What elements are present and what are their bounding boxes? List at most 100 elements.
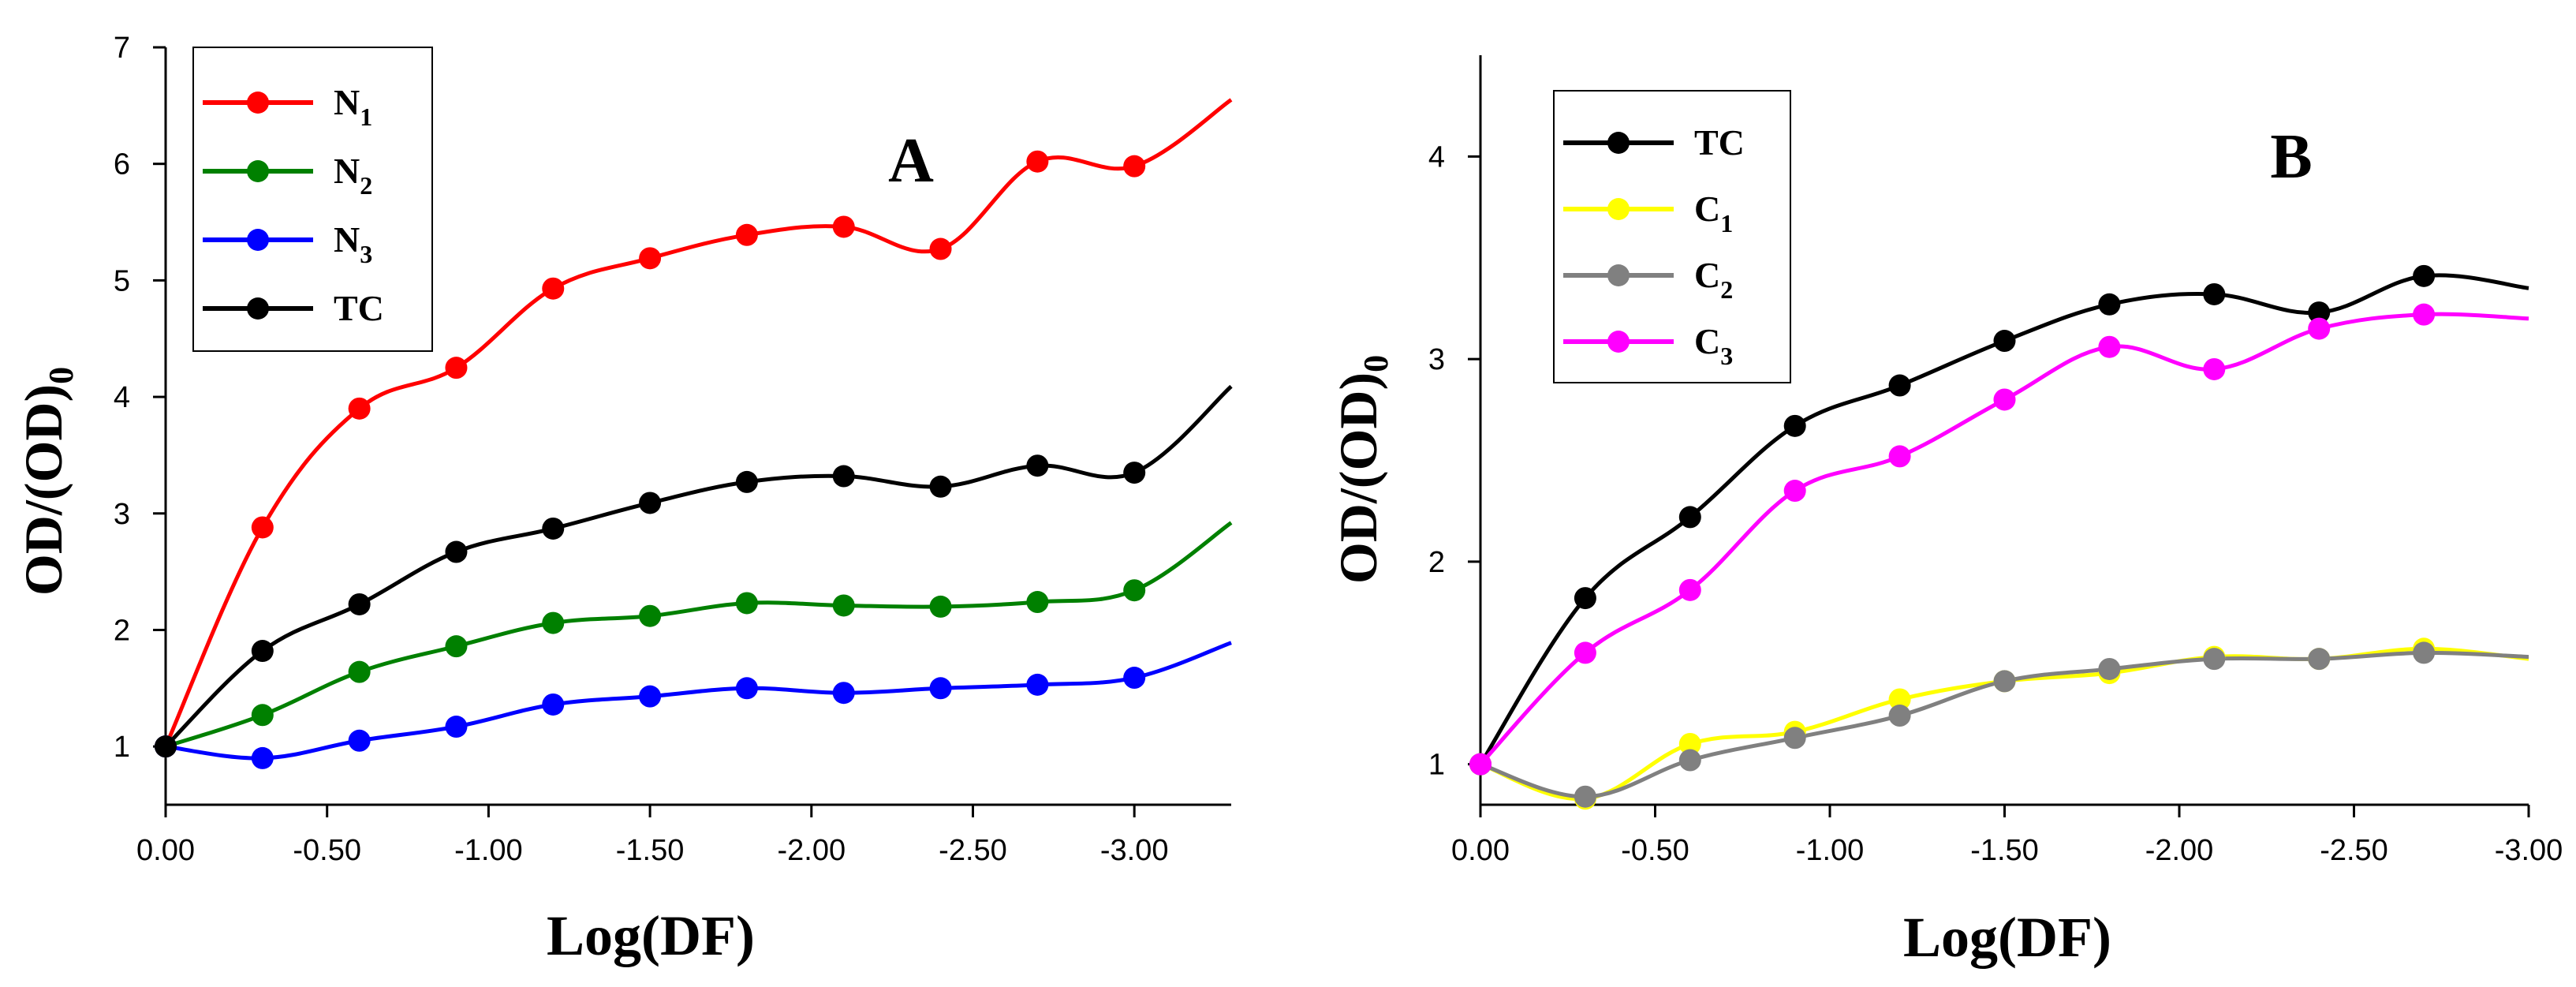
panel-b-legend-c2-label-main: C [1694,255,1720,295]
panel-b-y-tick-label: 1 [1428,749,1445,782]
panel-b-series-c3-point [1993,388,2016,411]
panel-b-series-c2-point [1678,749,1701,772]
panel-a-series-tc-point [445,540,468,563]
panel-b-x-tick-label: -3.00 [2495,834,2563,867]
panel-a-series-n2-point [251,704,274,727]
panel-b-x-tick-label: -0.50 [1621,834,1689,867]
panel-a-y-tick-label: 3 [114,498,130,531]
panel-b-legend-c2-swatch-marker [1607,264,1630,286]
panel-b-series-c2-point [2203,648,2226,671]
panel-a-x-axis-title: Log(DF) [547,904,755,967]
panel-b-series-c2-point [2098,657,2121,680]
panel-a-series-tc-point [348,593,371,615]
panel-a-x-tick-label: -3.00 [1100,834,1169,867]
panel-a-legend-n2-swatch-marker [247,160,269,182]
panel-b-x-tick-label: -1.00 [1796,834,1865,867]
panel-a-series-tc-point [1123,462,1146,484]
panel-b-legend-tc-label-main: TC [1694,122,1745,163]
panel-a-legend-tc-label: TC [334,288,384,328]
panel-a-x-tick-label: -2.00 [777,834,846,867]
panel-b-legend-box [1553,90,1791,383]
panel-b-series-tc-point [2203,282,2226,305]
panel-a-series-n2-point [542,611,565,634]
panel-a-series-n2-point [735,592,758,615]
panel-b-series-c2-point [1888,705,1911,727]
panel-b-series-c3-point [2098,335,2121,358]
panel-a-series-n2-line [165,521,1233,749]
panel-a-series-n1-point [639,247,662,270]
panel-b-x-tick-label: -2.00 [2145,834,2214,867]
panel-b-legend-tc-label: TC [1694,122,1745,163]
panel-b-series-c3-point [1888,445,1911,468]
panel-a-series-n2-point [1123,579,1146,602]
panel-a-series-n1-point [445,357,468,379]
panel-a-series-n3-point [445,716,468,738]
panel-a-y-tick-label: 1 [114,731,130,764]
panel-b-x-axis-title: Log(DF) [1903,906,2111,969]
panel-a-series-n1-point [832,215,855,238]
panel-b-series-tc-point [1888,374,1911,397]
panel-b: OD/(OD)0 Log(DF) 1 2 3 4 0.00 -0.50 -1.00 -1.50… [1328,55,2563,969]
panel-b-x-tick-label: -1.50 [1970,834,2039,867]
panel-a-x-tick-label: -1.50 [616,834,685,867]
panel-b-series-c3-point [1678,578,1701,601]
panel-b-series-tc-line [1478,273,2529,765]
panel-a-legend-tc-swatch-marker [247,297,269,320]
panel-a-plot-area: 1 2 3 4 5 6 7 0.00 -0.50 -1.00 -1.50 -2.00 -2.50 -3.0… [114,32,1233,867]
panel-b-series-tc-point [2098,293,2121,316]
panel-a-legend-n3-label-main: N [334,219,360,260]
panel-b-series-c3-point [2413,303,2436,326]
panel-a-series-n2-point [639,604,662,627]
panel-a-panel-label: A [888,126,934,196]
panel-a-y-tick-label: 5 [114,264,130,297]
panel-a-series-n3-point [1026,673,1049,696]
panel-b-y-axis-title: OD/(OD)0 [1328,355,1395,584]
panel-a-legend-n2-label-sub: 2 [360,171,372,200]
panel-a-y-tick-label: 2 [114,614,130,647]
panel-b-series-c3-point [1574,641,1596,664]
panel-b-legend-c3-label: C3 [1694,321,1733,370]
panel-b-legend-c2-label: C2 [1694,255,1733,304]
panel-a-legend-n3-label-sub: 3 [360,240,372,268]
panel-b-series-c2-point [2308,648,2331,671]
panel-b-legend-c3-label-sub: 3 [1720,342,1733,370]
panel-b-legend-c1-label-main: C [1694,189,1720,229]
panel-b-series-tc-point [1993,330,2016,353]
panel-a-series-n3-point [542,693,565,716]
panel-b-x-tick-label: -2.50 [2320,834,2388,867]
panel-b-legend-c2-label-sub: 2 [1720,275,1733,304]
panel-a-x-tick-label: 0.00 [136,834,195,867]
panel-a-series-n3-point [1123,667,1146,690]
panel-a-y-tick-label: 7 [114,32,130,65]
panel-a-series-n2-point [348,660,371,683]
panel-a-series-n2-point [1026,591,1049,614]
panel-a-y-axis-title-main: OD/(OD) [13,384,73,596]
panel-a-x-tick-label: -0.50 [293,834,361,867]
panel-a-series-tc-point [832,465,855,488]
panel-b-legend-c3-label-main: C [1694,321,1720,361]
panel-a-series-n1-point [1123,155,1146,178]
panel-b-series-c3-point [1469,753,1491,776]
panel-b-series-tc-point [1574,587,1596,610]
panel-a-series-n2-point [929,595,952,618]
panel-b-series-c2-point [1993,670,2016,693]
panel-a-y-axis-title: OD/(OD)0 [13,367,80,596]
panel-a-x-tick-label: -2.50 [939,834,1007,867]
panel-b-panel-label: B [2270,122,2312,192]
panel-a-legend-n2-label-main: N [334,151,360,191]
panel-a-y-tick-label: 6 [114,148,130,181]
panel-a-legend-n3-swatch-marker [247,229,269,251]
panel-b-series-tc-point [2413,264,2436,287]
panel-b-series-tc-point [1783,414,1806,437]
panel-a-legend-n1-label: N1 [334,82,372,131]
panel-b-y-tick-label: 4 [1428,140,1445,174]
panel-a-legend-n2-label: N2 [334,151,372,200]
panel-a-series-n3-point [348,729,371,752]
panel-a-series-tc-point [251,640,274,663]
panel-a-series-tc-point [155,735,177,758]
panel-a-series-n1-point [542,277,565,300]
panel-b-legend-c1-swatch-marker [1607,198,1630,220]
panel-b-y-tick-label: 3 [1428,343,1445,376]
panel-a-series-n2-point [832,594,855,617]
panel-b-series-c2-point [1783,727,1806,750]
